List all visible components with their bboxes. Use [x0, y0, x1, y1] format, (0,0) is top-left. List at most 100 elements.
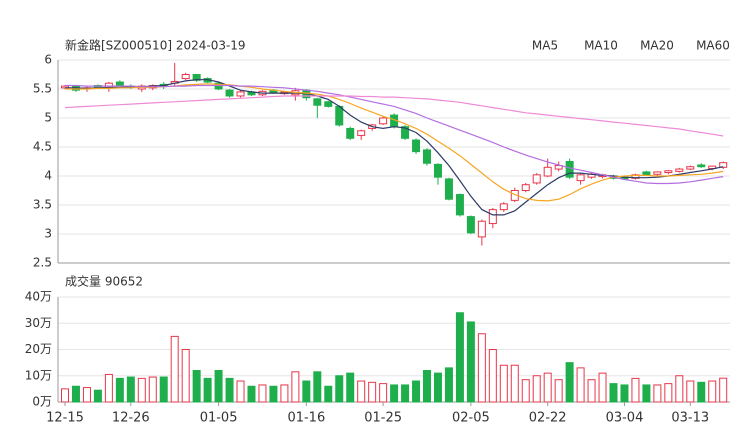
candle-body [664, 170, 673, 174]
volume-bar [357, 380, 366, 403]
candle-body [379, 117, 388, 125]
y-tick-label: 4.5 [33, 140, 52, 154]
y-tick-label: 30万 [25, 316, 52, 330]
ma-line [65, 79, 724, 216]
volume-bar [192, 370, 201, 403]
x-tick-label: 03-04 [606, 411, 644, 426]
volume-bar [115, 377, 124, 403]
volume-bar [390, 384, 399, 403]
candle-body [433, 163, 442, 178]
candle-body [466, 216, 475, 234]
candle-body [565, 161, 574, 178]
volume-bar [620, 384, 629, 403]
candle-body [412, 139, 421, 153]
volume-bar [379, 383, 388, 403]
volume-bar [181, 349, 190, 403]
volume-bar [247, 385, 256, 403]
candle-body [313, 98, 322, 106]
volume-bar [225, 377, 234, 403]
volume-bar [466, 321, 475, 403]
volume-bar [499, 364, 508, 403]
volume-bar [104, 373, 113, 403]
volume-bar [488, 349, 497, 403]
candle-body [346, 127, 355, 139]
legend-label: MA10 [584, 39, 618, 53]
candle-body [642, 171, 651, 176]
candle-body [357, 130, 366, 136]
volume-bar [368, 381, 377, 403]
candle-body [686, 166, 695, 170]
y-tick-label: 2.5 [33, 256, 52, 270]
candle-body [324, 101, 333, 107]
volume-bar [719, 377, 728, 403]
candle-body [576, 174, 585, 182]
volume-bar [148, 376, 157, 403]
y-tick-label: 0万 [32, 395, 52, 409]
volume-bar [521, 379, 530, 403]
candle-body [225, 89, 234, 97]
y-tick-label: 6 [44, 53, 52, 67]
volume-bar [708, 380, 717, 403]
volume-bar [609, 383, 618, 403]
volume-bar [686, 380, 695, 403]
candle-body [521, 184, 530, 191]
candle-body [697, 164, 706, 168]
y-tick-label: 10万 [25, 368, 52, 382]
volume-bar [93, 389, 102, 403]
volume-bar [554, 379, 563, 403]
volume-bar [82, 387, 91, 403]
candle-body [401, 126, 410, 139]
legend-label: MA20 [640, 39, 674, 53]
candle-body [335, 105, 344, 126]
x-tick-label: 02-22 [529, 411, 567, 426]
candle-body [423, 149, 432, 164]
volume-bar [126, 376, 135, 403]
volume-bar [71, 385, 80, 403]
volume-bar [642, 384, 651, 403]
x-tick-label: 12-26 [112, 411, 150, 426]
volume-bar [61, 388, 69, 403]
volume-bar [653, 384, 662, 403]
volume-bar [631, 377, 640, 403]
volume-bar [258, 384, 267, 403]
volume-bar [423, 370, 432, 403]
volume-bar [444, 367, 453, 403]
y-tick-label: 5.5 [33, 82, 52, 96]
volume-bar [455, 312, 464, 403]
volume-bar [433, 372, 442, 403]
volume-bar [532, 375, 541, 403]
volume-bar [335, 375, 344, 403]
volume-bar [576, 367, 585, 403]
volume-bar [313, 371, 322, 403]
volume-bar [203, 377, 212, 403]
volume-bar [214, 370, 223, 403]
y-tick-label: 5 [44, 111, 52, 125]
y-tick-label: 3.5 [33, 198, 52, 212]
volume-title: 成交量 90652 [65, 274, 143, 289]
x-tick-label: 12-15 [46, 411, 84, 426]
volume-bar [302, 380, 311, 403]
y-tick-label: 40万 [25, 290, 52, 304]
candle-body [236, 91, 245, 97]
candle-body [488, 209, 497, 225]
candle-body [192, 74, 201, 81]
candle-body [455, 194, 464, 216]
volume-bar [236, 380, 245, 403]
candle-body [444, 178, 453, 200]
volume-bar [510, 364, 519, 403]
x-tick-label: 02-05 [452, 411, 490, 426]
volume-bar [664, 383, 673, 403]
y-tick-label: 3 [44, 227, 52, 241]
volume-bar [598, 372, 607, 403]
candle-body [115, 81, 124, 87]
volume-bar [412, 380, 421, 403]
volume-bar [269, 385, 278, 403]
x-tick-label: 01-25 [364, 411, 402, 426]
volume-bar [324, 385, 333, 403]
volume-bar [137, 377, 146, 403]
legend-label: MA5 [532, 39, 558, 53]
candle-body [477, 220, 486, 238]
volume-bar [543, 372, 552, 403]
